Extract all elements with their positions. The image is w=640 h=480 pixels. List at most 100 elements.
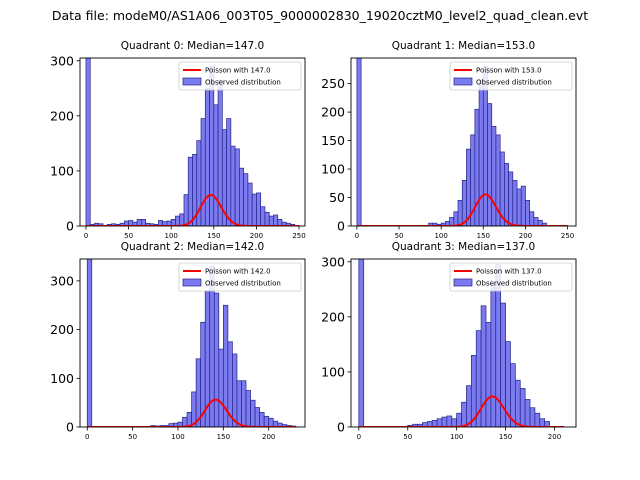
histogram-bar [256,192,262,226]
x-tick-label: 0 [357,433,361,441]
histogram-bar [482,66,488,226]
quadrant-title: Quadrant 2: Median=142.0 [121,241,264,253]
histogram-bar [259,412,265,427]
histogram-bar [441,416,448,427]
histogram-bar [525,200,531,226]
histogram-bar [179,213,185,226]
histogram-bar [226,118,232,226]
histogram-bar [358,259,365,427]
poisson-curve [85,194,300,226]
legend-label-poisson: Poisson with 147.0 [205,67,271,75]
histogram-bar [85,58,91,226]
histogram-bar [508,171,514,226]
histogram-bar [234,148,240,226]
histogram-bar [218,348,224,427]
legend: Poisson with 153.0 Observed distribution [449,61,573,91]
histogram-bar [273,214,279,226]
axes-frame [350,258,577,428]
x-tick-label: 150 [477,232,490,240]
x-tick-label: 0 [85,433,89,441]
x-tick-label: 250 [292,232,305,240]
x-tick-label: 50 [128,433,137,441]
y-tick-label: 100 [321,364,345,379]
histogram-bar [268,417,274,427]
histogram-bar [187,156,193,226]
histogram-bar [466,385,472,427]
histogram-bar [520,185,526,226]
y-tick-label: 0 [66,420,74,435]
histogram-bar [230,145,236,226]
histogram-bar [457,200,463,226]
histogram-bar [485,321,492,427]
histogram-bar [250,399,256,427]
y-tick-label: 50 [329,190,345,205]
figure-suptitle: Data file: modeM0/AS1A06_003T05_90000028… [52,8,588,23]
y-tick-label: 200 [321,309,345,324]
histogram-bar [529,407,536,427]
histogram-bar [474,108,480,226]
histogram-bar [251,193,257,226]
histogram-bar [533,217,539,226]
legend-label-observed: Observed distribution [205,280,281,288]
x-tick-label: 150 [499,433,512,441]
histogram-bar [175,215,181,226]
histogram-bar [241,380,247,427]
x-tick-label: 100 [171,433,184,441]
histogram-bar [453,211,459,226]
x-tick-label: 50 [395,232,404,240]
x-tick-label: 100 [165,232,178,240]
y-tick-label: 200 [321,105,345,120]
legend-label-poisson: Poisson with 137.0 [476,268,542,276]
y-tick-label: 300 [50,273,74,288]
histogram-bar [98,223,104,226]
legend-patch-swatch [453,278,473,287]
x-tick-label: 150 [217,433,230,441]
histogram-bar [461,180,467,226]
legend-box [449,262,573,292]
histogram-bar [213,292,220,427]
histogram-bar [264,211,270,226]
quadrant-title: Quadrant 3: Median=137.0 [392,241,535,253]
y-tick-label: 100 [50,163,74,178]
legend-label-observed: Observed distribution [476,79,552,87]
histogram-bar [514,379,521,427]
quadrant-2-panel: Quadrant 2: Median=142.0 0 50 100 150 200 0 100… [50,241,306,441]
quadrant-title: Quadrant 1: Median=153.0 [392,40,535,52]
x-tick-label: 100 [434,232,447,240]
histogram-bar [243,173,249,226]
legend-patch-swatch [182,77,202,86]
histogram-bar [446,415,453,427]
histogram-bar [490,283,497,427]
legend-box [178,61,302,91]
histogram-bar [487,103,493,226]
histogram-bar [449,217,455,226]
histogram-bar [519,388,526,427]
histogram-bar [436,418,443,427]
y-tick-label: 0 [337,420,345,435]
histogram-bar [524,399,531,427]
x-tick-label: 0 [355,232,359,240]
histogram-bar [200,118,206,226]
histogram-bar [461,401,467,427]
histogram-bar [247,182,253,226]
axes-frame [79,57,306,227]
y-tick-label: 100 [321,162,345,177]
axes-frame [350,57,577,227]
histogram-bar [183,194,189,226]
quadrant-title: Quadrant 0: Median=147.0 [121,40,264,52]
poisson-curve [356,193,568,226]
y-tick-label: 300 [50,53,74,68]
legend: Poisson with 137.0 Observed distribution [449,262,573,292]
histogram-bar [254,407,260,427]
x-tick-label: 0 [84,232,88,240]
legend: Poisson with 142.0 Observed distribution [178,262,302,292]
histogram-bar [456,412,462,427]
x-tick-label: 100 [450,433,463,441]
histogram-bar [245,390,251,427]
histogram-bar [213,104,219,226]
legend-patch-swatch [453,77,473,86]
x-tick-label: 50 [124,232,133,240]
quadrant-1-panel: Quadrant 1: Median=153.0 0 50 100 150 200 250 0… [321,40,577,240]
x-tick-label: 250 [561,232,574,240]
